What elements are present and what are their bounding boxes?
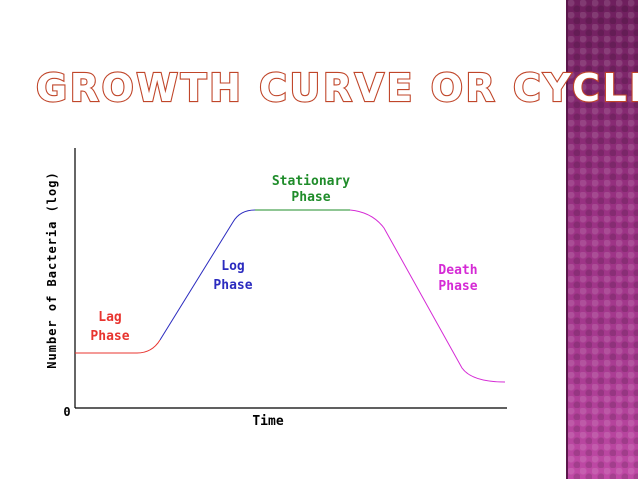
lag-phase-label: Lag Phase — [90, 310, 129, 344]
log-phase-label-line1: Log — [221, 259, 244, 274]
death-phase-label-line2: Phase — [438, 279, 477, 294]
death-phase-line — [349, 209, 506, 383]
sidebar-edge — [566, 0, 568, 479]
stationary-phase-label-line1: Stationary — [272, 174, 350, 189]
title-area: GROWTH CURVE OR CYCLE — [35, 65, 638, 111]
y-axis-label: Number of Bacteria (log) — [45, 171, 59, 368]
death-phase-label-line1: Death — [438, 263, 477, 278]
x-axis-label: Time — [252, 414, 283, 429]
stationary-phase-label-line2: Phase — [291, 190, 330, 205]
origin-label: 0 — [63, 405, 70, 419]
slide-title: GROWTH CURVE OR CYCLE — [36, 66, 638, 110]
death-phase-label: Death Phase — [438, 263, 477, 294]
log-phase-label: Log Phase — [213, 259, 252, 293]
lag-phase-label-line1: Lag — [98, 310, 121, 325]
log-phase-line — [159, 209, 256, 341]
stationary-phase-label: Stationary Phase — [272, 174, 350, 205]
log-phase-label-line2: Phase — [213, 278, 252, 293]
lag-phase-line — [75, 339, 161, 354]
lag-phase-label-line2: Phase — [90, 329, 129, 344]
decorative-sidebar — [568, 0, 638, 479]
